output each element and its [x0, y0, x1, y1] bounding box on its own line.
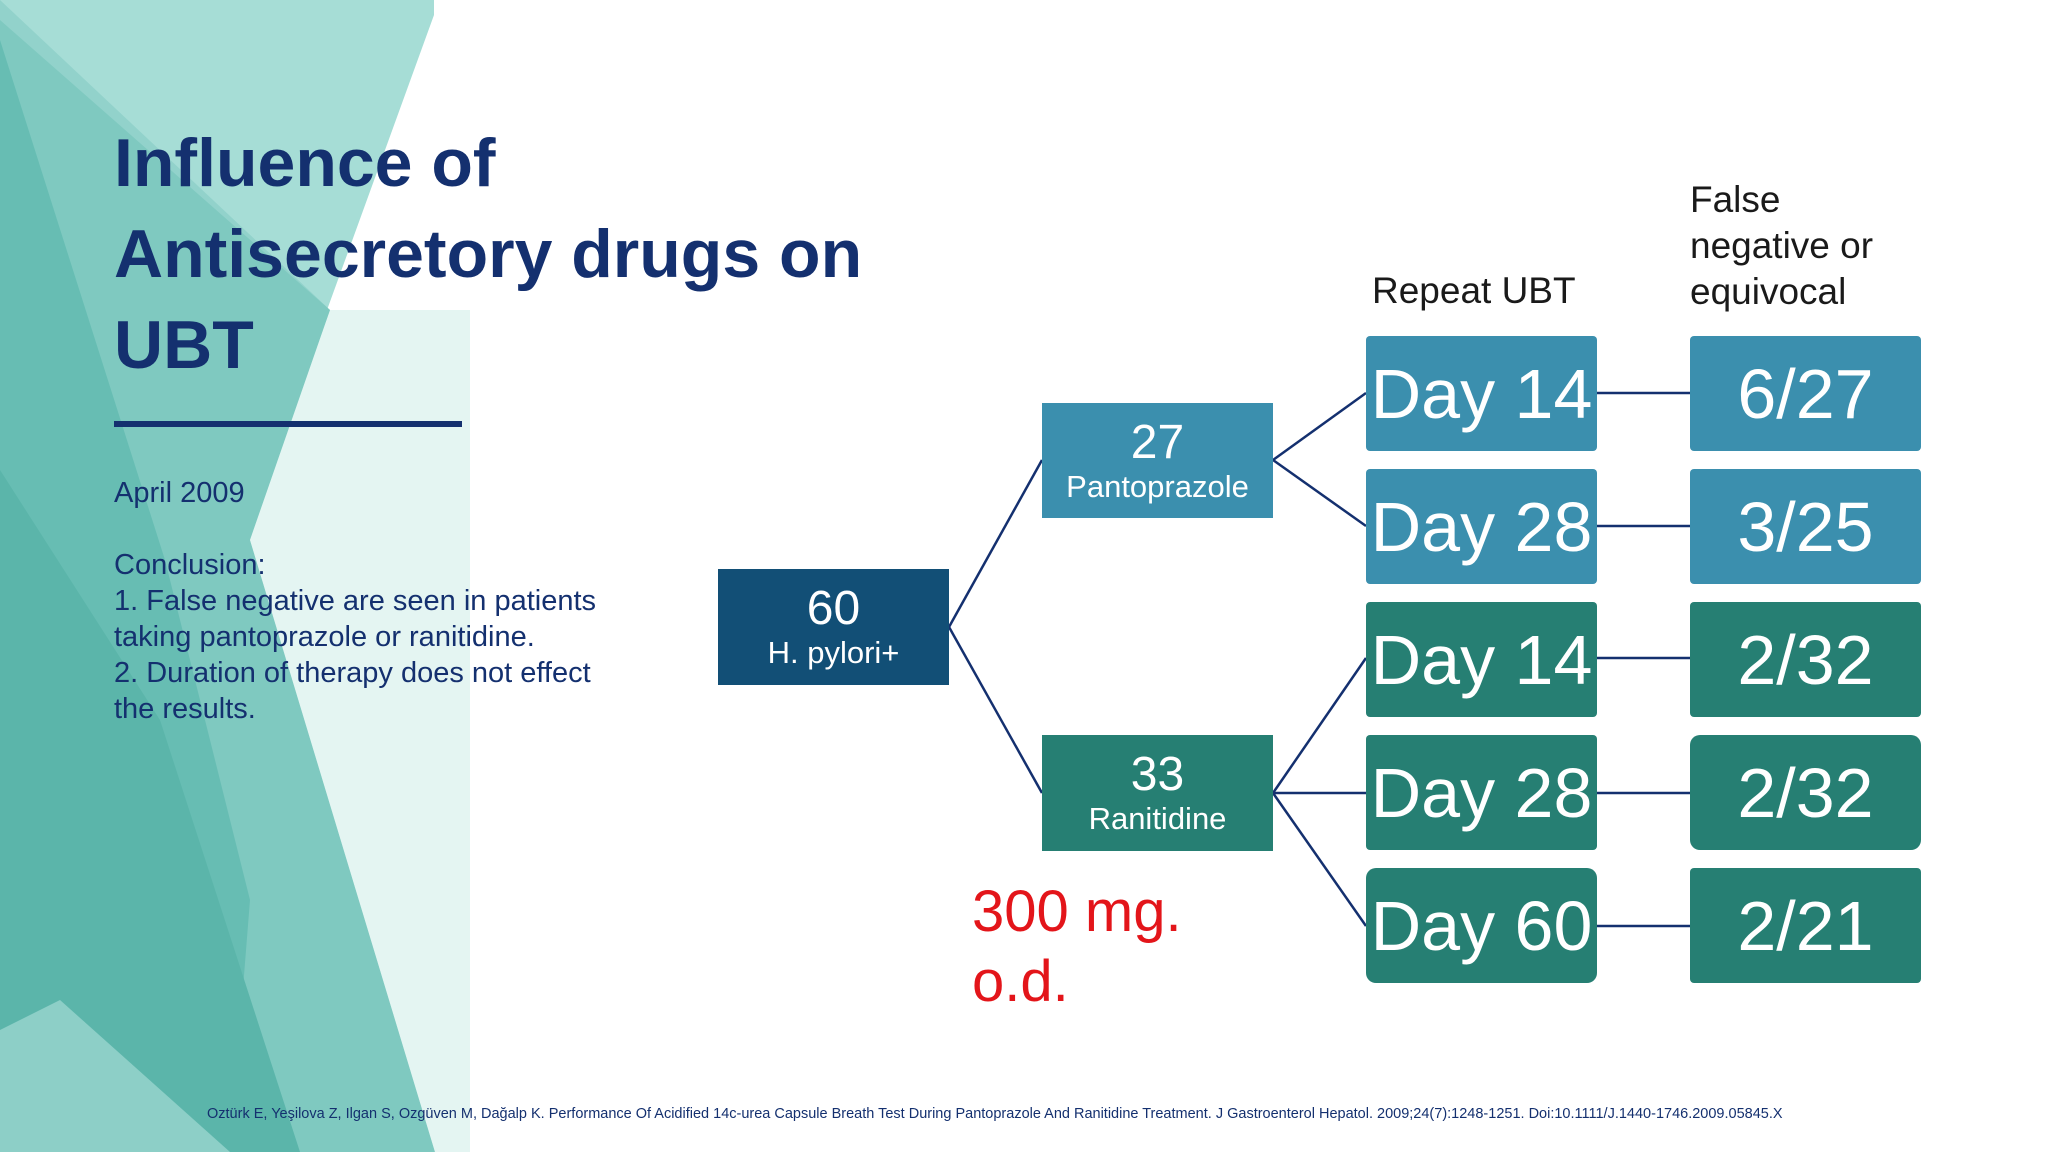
branch-node-pantoprazole: 27 Pantoprazole	[1042, 403, 1273, 518]
root-number: 60	[806, 582, 861, 635]
day-box-rani-60: Day 60	[1366, 868, 1597, 983]
header-false-negative: False negative or equivocal	[1690, 177, 1873, 315]
result-box-row-4: 2/32	[1690, 735, 1921, 850]
connector-root-ranitidine	[947, 626, 1044, 794]
conclusion-line-4: the results.	[114, 693, 256, 725]
dose-line-1: 300 mg.	[972, 879, 1182, 944]
day-box-panto-28: Day 28	[1366, 469, 1597, 584]
branch-node-ranitidine: 33 Ranitidine	[1042, 735, 1273, 851]
dose-line-2: o.d.	[972, 949, 1069, 1014]
ranitidine-dose-note: 300 mg. o.d.	[972, 877, 1182, 1017]
title-line-1: Influence of	[114, 125, 496, 201]
connector-rani-day60	[1271, 792, 1368, 927]
slide-date: April 2009	[114, 477, 245, 509]
conclusion-line-1: 1. False negative are seen in patients	[114, 585, 597, 617]
day-box-panto-14: Day 14	[1366, 336, 1597, 451]
connector-root-pantoprazole	[947, 459, 1044, 628]
connector-panto-day28	[1272, 458, 1367, 528]
header-false-negative-line-3: equivocal	[1690, 271, 1847, 312]
header-false-negative-line-2: negative or	[1690, 225, 1874, 266]
ranitidine-label: Ranitidine	[1088, 801, 1227, 836]
title-line-2: Antisecretory drugs on	[114, 216, 863, 292]
day-box-rani-28: Day 28	[1366, 735, 1597, 850]
conclusion-line-2: taking pantoprazole or ranitidine.	[114, 621, 535, 653]
header-false-negative-line-1: False	[1690, 179, 1781, 220]
pantoprazole-number: 27	[1130, 415, 1185, 469]
bg-shape-panel	[250, 310, 470, 1152]
root-node-hpylori: 60 H. pylori+	[718, 569, 949, 685]
bg-shape-deep	[0, 470, 300, 1152]
conclusion-heading: Conclusion:	[114, 549, 266, 581]
day-box-rani-14: Day 14	[1366, 602, 1597, 717]
result-box-row-3: 2/32	[1690, 602, 1921, 717]
slide-title: Influence of Antisecretory drugs on UBT	[114, 118, 934, 391]
conclusion-line-3: 2. Duration of therapy does not effect	[114, 657, 591, 689]
connector-panto-day14	[1272, 391, 1367, 462]
connector-rani-day14	[1271, 657, 1368, 794]
result-box-row-2: 3/25	[1690, 469, 1921, 584]
pantoprazole-label: Pantoprazole	[1066, 468, 1249, 504]
result-box-row-1: 6/27	[1690, 336, 1921, 451]
conclusion-block: Conclusion: 1. False negative are seen i…	[114, 547, 654, 727]
ranitidine-number: 33	[1130, 748, 1185, 801]
citation-footer: Oztürk E, Yeşilova Z, Ilgan S, Ozgüven M…	[207, 1106, 1783, 1122]
bg-shape-bottom-light	[0, 1000, 230, 1152]
root-label: H. pylori+	[767, 635, 900, 670]
result-box-row-5: 2/21	[1690, 868, 1921, 983]
title-underline	[114, 421, 462, 427]
header-repeat-ubt: Repeat UBT	[1372, 270, 1576, 311]
title-line-3: UBT	[114, 307, 254, 383]
